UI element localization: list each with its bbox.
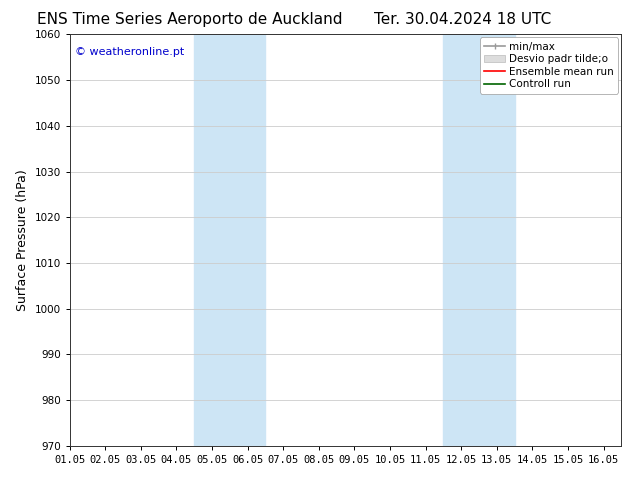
Legend: min/max, Desvio padr tilde;o, Ensemble mean run, Controll run: min/max, Desvio padr tilde;o, Ensemble m… — [480, 37, 618, 94]
Text: ENS Time Series Aeroporto de Auckland: ENS Time Series Aeroporto de Auckland — [37, 12, 343, 27]
Bar — [194, 34, 266, 446]
Bar — [443, 34, 515, 446]
Text: Ter. 30.04.2024 18 UTC: Ter. 30.04.2024 18 UTC — [374, 12, 552, 27]
Text: © weatheronline.pt: © weatheronline.pt — [75, 47, 184, 57]
Y-axis label: Surface Pressure (hPa): Surface Pressure (hPa) — [16, 169, 29, 311]
